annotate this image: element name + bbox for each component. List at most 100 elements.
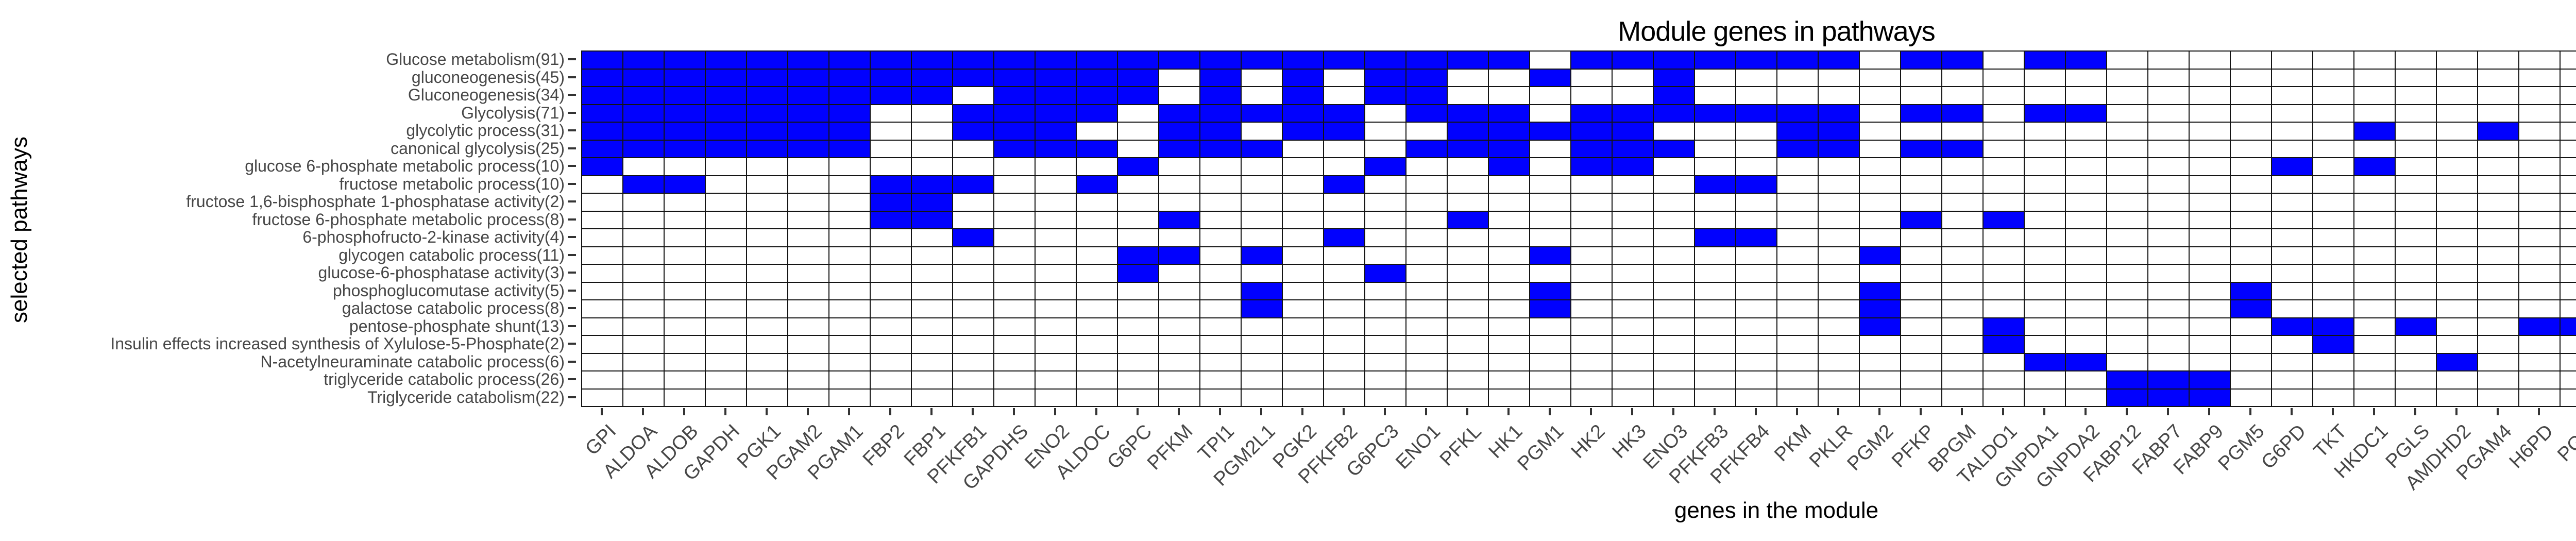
heatmap-cell xyxy=(912,69,953,87)
heatmap-cell xyxy=(953,69,994,87)
heatmap-cell xyxy=(1860,371,1901,390)
heatmap-cell xyxy=(953,318,994,336)
heatmap-cell xyxy=(2561,211,2576,229)
heatmap-cell xyxy=(2148,123,2190,141)
heatmap-cell xyxy=(2313,105,2354,123)
heatmap-cell xyxy=(1118,211,1159,229)
heatmap-cell xyxy=(912,300,953,318)
heatmap-cell xyxy=(706,194,747,212)
heatmap-cell xyxy=(2437,247,2478,265)
heatmap-cell xyxy=(1448,176,1489,194)
heatmap-cell xyxy=(1242,123,1283,141)
heatmap-cell xyxy=(1406,318,1448,336)
heatmap-cell xyxy=(1448,300,1489,318)
heatmap-cell xyxy=(1159,229,1200,247)
x-tick-label: PGM5 xyxy=(2214,420,2269,475)
x-tick-mark xyxy=(1095,408,1097,415)
heatmap-cell xyxy=(1448,282,1489,300)
heatmap-cell xyxy=(1489,176,1530,194)
heatmap-cell xyxy=(2025,176,2066,194)
heatmap-cell xyxy=(1984,140,2025,158)
heatmap-cell xyxy=(2148,87,2190,105)
heatmap-cell xyxy=(1736,247,1777,265)
heatmap-cell xyxy=(2190,140,2231,158)
heatmap-cell xyxy=(1283,265,1324,283)
heatmap-cell xyxy=(1242,318,1283,336)
heatmap-cell xyxy=(1736,176,1777,194)
heatmap-cell xyxy=(2519,247,2561,265)
heatmap-cell xyxy=(1942,336,1984,354)
heatmap-cell xyxy=(1984,282,2025,300)
heatmap-cell xyxy=(829,265,871,283)
heatmap-cell xyxy=(1159,318,1200,336)
heatmap-cell xyxy=(1530,52,1571,70)
heatmap-cell xyxy=(2107,389,2148,407)
heatmap-cell xyxy=(2437,123,2478,141)
heatmap-cell xyxy=(1695,194,1736,212)
heatmap-cell xyxy=(994,300,1036,318)
heatmap-cell xyxy=(1819,300,1860,318)
heatmap-cell xyxy=(1365,52,1406,70)
heatmap-cell xyxy=(1530,300,1571,318)
heatmap-cell xyxy=(2148,247,2190,265)
heatmap-cell xyxy=(1200,282,1242,300)
heatmap-cell xyxy=(2107,229,2148,247)
heatmap-cell xyxy=(2354,52,2396,70)
heatmap-cell xyxy=(1695,69,1736,87)
y-tick-label: glycogen catabolic process(11) xyxy=(338,245,565,264)
heatmap-cell xyxy=(2066,176,2107,194)
x-axis-title: genes in the module xyxy=(1674,498,1879,523)
heatmap-cell xyxy=(2354,389,2396,407)
heatmap-cell xyxy=(2231,87,2272,105)
heatmap-cell xyxy=(1489,336,1530,354)
heatmap-cell xyxy=(1860,282,1901,300)
x-tick-label: HK2 xyxy=(1567,420,1609,463)
heatmap-cell xyxy=(1365,194,1406,212)
heatmap-cell xyxy=(1530,247,1571,265)
heatmap-cell xyxy=(1695,158,1736,176)
heatmap-cell xyxy=(2519,300,2561,318)
heatmap-cell xyxy=(788,69,829,87)
x-tick-label: ENO1 xyxy=(1391,420,1445,474)
x-tick-mark xyxy=(2538,408,2540,415)
heatmap-cell xyxy=(1077,105,1118,123)
heatmap-cell xyxy=(871,229,912,247)
heatmap-cell xyxy=(2478,176,2519,194)
heatmap-cell xyxy=(1654,158,1695,176)
heatmap-cell xyxy=(2561,123,2576,141)
heatmap-cell xyxy=(2148,194,2190,212)
heatmap-cell xyxy=(1984,229,2025,247)
x-tick-label: PFKM xyxy=(1143,420,1197,475)
heatmap-cell xyxy=(994,389,1036,407)
y-tick-mark xyxy=(568,147,576,149)
heatmap-cell xyxy=(1736,300,1777,318)
heatmap-cell xyxy=(1118,69,1159,87)
heatmap-cell xyxy=(1448,265,1489,283)
heatmap-cell xyxy=(2519,69,2561,87)
heatmap-cell xyxy=(1901,318,1942,336)
heatmap-cell xyxy=(871,211,912,229)
heatmap-cell xyxy=(747,123,788,141)
y-tick-label: Insulin effects increased synthesis of X… xyxy=(110,334,565,353)
heatmap-cell xyxy=(1489,300,1530,318)
heatmap-cell xyxy=(1901,336,1942,354)
heatmap-cell xyxy=(1489,353,1530,371)
heatmap-cell xyxy=(665,318,706,336)
heatmap-cell xyxy=(1530,69,1571,87)
heatmap-cell xyxy=(2437,265,2478,283)
heatmap-cell xyxy=(2025,247,2066,265)
heatmap-cell xyxy=(1736,229,1777,247)
heatmap-cell xyxy=(2396,105,2437,123)
heatmap-cell xyxy=(1736,158,1777,176)
heatmap-cell xyxy=(1448,123,1489,141)
y-tick-label: fructose metabolic process(10) xyxy=(339,174,565,193)
heatmap-cell xyxy=(1530,229,1571,247)
heatmap-cell xyxy=(2066,265,2107,283)
heatmap-cell xyxy=(1242,265,1283,283)
x-tick-mark xyxy=(1837,408,1839,415)
heatmap-cell xyxy=(706,87,747,105)
heatmap-cell xyxy=(2561,140,2576,158)
heatmap-cell xyxy=(912,52,953,70)
heatmap-cell xyxy=(912,389,953,407)
